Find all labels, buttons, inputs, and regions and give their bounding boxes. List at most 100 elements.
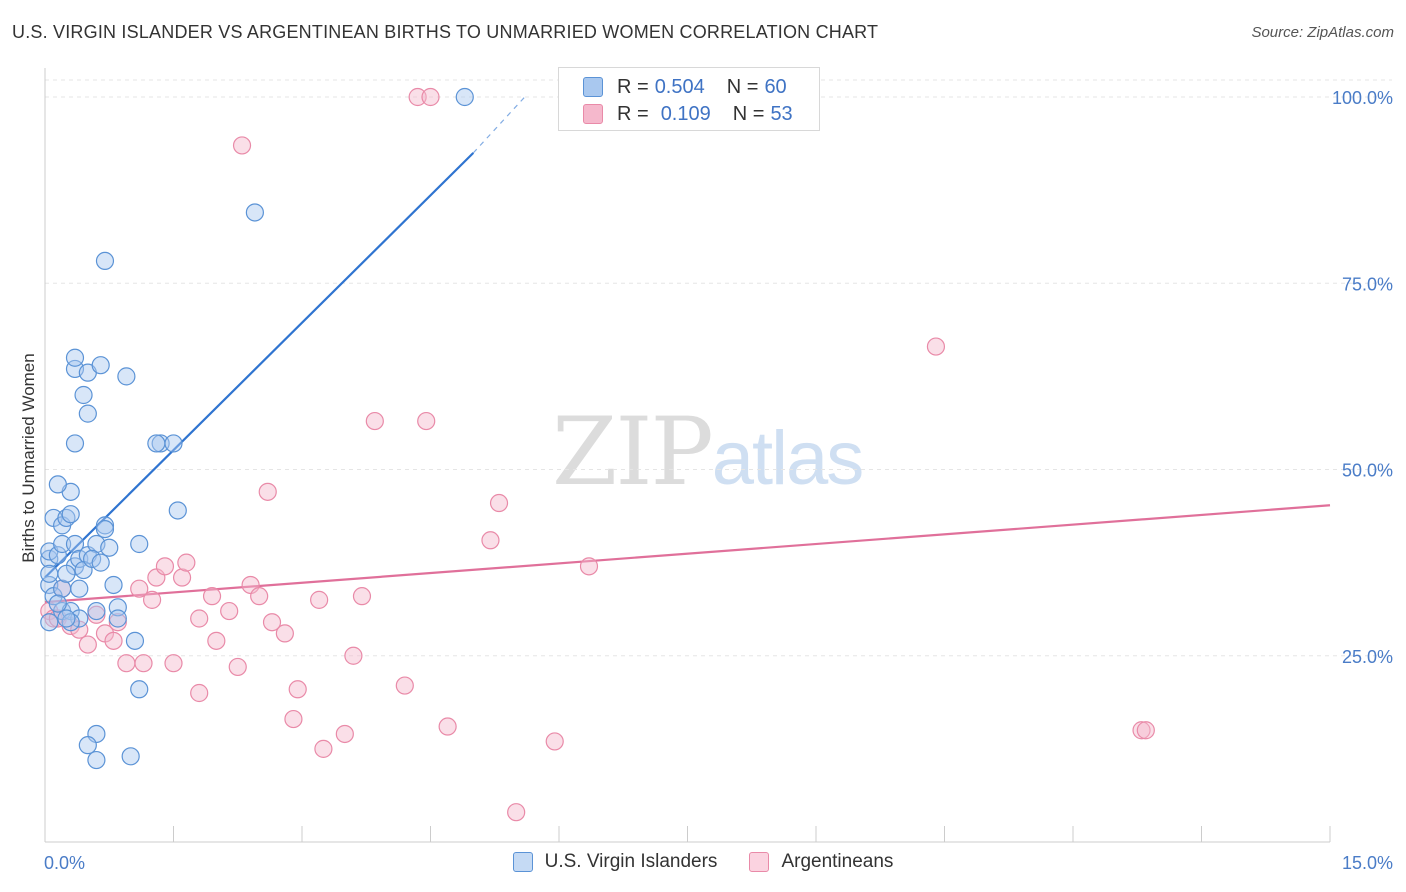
argentinean-point: [310, 590, 329, 609]
virgin-islander-point: [151, 434, 170, 453]
x-tick-label: 15.0%: [1342, 853, 1393, 873]
legend-row-argentineans: R = 0.109 N = 53: [583, 101, 793, 127]
watermark: ZIPatlas: [552, 398, 865, 507]
legend-swatch-pink: [583, 104, 603, 124]
argentinean-point: [220, 601, 239, 621]
legend-n-label: N =: [732, 102, 765, 125]
argentinean-point: [250, 587, 269, 606]
series-label: Argentineans: [781, 851, 894, 872]
argentinean-point: [352, 587, 372, 606]
virgin-islander-point: [95, 519, 115, 539]
argentinean-point: [207, 631, 226, 650]
y-axis-title: Births to Unmarried Women: [19, 353, 38, 562]
argentinean-point: [228, 657, 247, 677]
watermark-zip: ZIP: [552, 398, 714, 507]
virgin-islander-point: [117, 367, 136, 386]
series-legend-virgin-islanders[interactable]: U.S. Virgin Islanders: [512, 851, 717, 873]
argentinean-point: [190, 683, 209, 703]
argentinean-point: [275, 624, 294, 643]
y-tick-label: 50.0%: [1342, 461, 1393, 481]
legend-n-value: 53: [770, 102, 793, 125]
argentinean-point: [579, 557, 599, 576]
argentinean-point: [190, 609, 209, 628]
virgin-islander-point: [57, 609, 76, 628]
axis-layer: [44, 68, 1331, 843]
watermark-atlas: atlas: [711, 416, 865, 501]
argentinean-point: [78, 635, 97, 654]
virgin-islander-point: [125, 631, 145, 650]
argentinean-point: [284, 709, 303, 729]
legend-swatch-blue: [583, 77, 603, 97]
virgin-islander-point: [74, 385, 93, 405]
argentinean-point: [408, 87, 427, 107]
argentinean-point: [1136, 721, 1155, 740]
argentinean-point: [926, 337, 946, 356]
argentinean-point: [1132, 721, 1151, 740]
legend-n-value: 60: [764, 75, 787, 98]
virgin-islander-point: [91, 553, 110, 572]
argentinean-point: [172, 568, 192, 587]
virgin-islander-point: [78, 404, 97, 423]
virgin-islander-point: [70, 579, 89, 598]
virgin-islander-point: [61, 505, 80, 524]
legend-n-label: N =: [726, 75, 759, 98]
legend-r-label: R =: [617, 102, 649, 125]
argentinean-point: [164, 654, 183, 673]
legend-r-value: 0.109: [660, 102, 711, 125]
virgin-islander-point: [65, 434, 85, 453]
argentinean-point: [177, 553, 196, 572]
virgin-islander-point: [121, 747, 140, 766]
virgin-islander-point: [95, 251, 115, 270]
y-tick-label: 100.0%: [1332, 88, 1393, 108]
legend-r-value: 0.504: [654, 75, 705, 98]
virgin-islander-point: [40, 564, 59, 583]
argentinean-point: [335, 724, 354, 744]
virgin-islander-point: [53, 534, 72, 554]
argentinean-point: [545, 732, 564, 751]
argentinean-point: [314, 739, 333, 758]
virgin-islander-point: [168, 501, 187, 520]
virgin-islander-point: [57, 564, 76, 583]
virgin-islander-trendline: [44, 152, 475, 579]
label-layer: 25.0% 50.0% 75.0% 100.0% 0.0% 15.0% Births to …: [19, 88, 1393, 873]
argentinean-point: [130, 579, 149, 598]
points-layer: [40, 87, 1155, 822]
virgin-islander-point: [48, 475, 67, 494]
y-tick-label: 25.0%: [1342, 647, 1393, 667]
virgin-islander-trendline-extension: [472, 96, 526, 154]
virgin-islander-point: [164, 434, 183, 453]
virgin-islander-point: [108, 609, 127, 628]
argentinean-point: [155, 557, 175, 576]
virgin-islander-point: [65, 534, 85, 554]
virgin-islander-point: [245, 203, 264, 222]
series-legend-argentineans[interactable]: Argentineans: [749, 851, 893, 873]
argentinean-point: [134, 654, 153, 673]
argentinean-point: [481, 531, 500, 550]
trend-layer: [44, 96, 1331, 604]
argentinean-point: [202, 587, 222, 606]
virgin-islander-point: [87, 601, 106, 621]
argentinean-point: [142, 590, 162, 609]
virgin-islander-point: [65, 348, 85, 367]
virgin-islander-point: [48, 594, 67, 613]
argentinean-point: [232, 136, 252, 155]
legend-row-virgin-islanders: R = 0.504 N = 60: [583, 74, 787, 100]
argentinean-point: [288, 680, 307, 699]
virgin-islander-point: [130, 680, 149, 699]
virgin-islander-point: [87, 750, 106, 770]
argentinean-point: [489, 493, 509, 513]
virgin-islander-point: [40, 613, 59, 632]
argentinean-point: [104, 631, 123, 650]
legend-r-label: R =: [617, 75, 649, 98]
correlation-legend: R = 0.504 N = 60 R = 0.109 N = 53: [558, 67, 820, 131]
virgin-islander-point: [100, 538, 119, 557]
argentinean-point: [258, 482, 277, 501]
argentinean-point: [262, 613, 282, 632]
argentinean-point: [117, 654, 136, 673]
argentinean-point: [507, 803, 526, 822]
chart-title: U.S. VIRGIN ISLANDER VS ARGENTINEAN BIRT…: [12, 22, 879, 42]
argentinean-point: [417, 411, 436, 431]
virgin-islander-point: [48, 546, 67, 565]
virgin-islander-point: [104, 575, 123, 595]
